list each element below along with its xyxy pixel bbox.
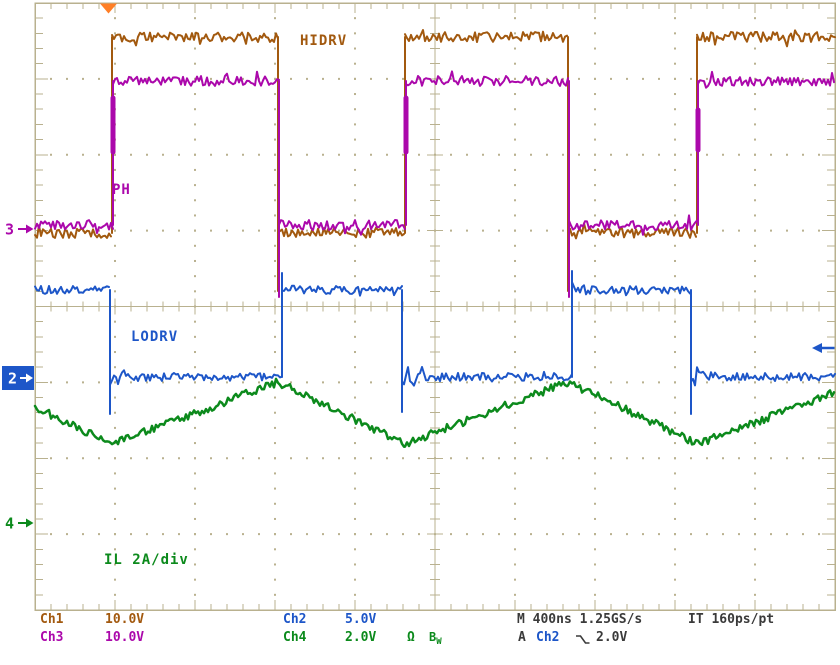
ch4-coupling-ohm-icon: Ω <box>407 630 415 645</box>
channel-marker-4: 4 <box>5 515 34 533</box>
svg-text:3: 3 <box>5 221 14 239</box>
channel-marker-2: 2 <box>2 366 34 390</box>
trigger-mode: A <box>518 630 526 645</box>
bw-b: B <box>429 630 437 644</box>
channel-marker-3: 3 <box>5 221 34 239</box>
trace-label-lodrv: LODRV <box>131 329 179 345</box>
ch2-scale: 5.0V <box>345 612 377 627</box>
falling-edge-slope-icon <box>576 635 590 644</box>
trigger-source: Ch2 <box>536 630 560 645</box>
ch4-label: Ch4 <box>283 630 307 645</box>
ch4-scale: 2.0V <box>345 630 377 645</box>
ch3-scale: 10.0V <box>105 630 145 645</box>
svg-text:2: 2 <box>8 370 17 388</box>
bw-w: W <box>436 637 442 647</box>
trigger-level: 2.0V <box>596 630 628 645</box>
ch1-scale: 10.0V <box>105 612 145 627</box>
ch3-label: Ch3 <box>40 630 64 645</box>
trace-label-il: IL 2A/div <box>104 552 189 568</box>
ch4-bandwidth-limit-icon: BW <box>429 630 442 650</box>
trace-label-ph: PH <box>112 182 131 198</box>
ch2-label: Ch2 <box>283 612 307 627</box>
trace-label-hidrv: HIDRV <box>300 33 348 49</box>
timebase-readout: M 400ns 1.25GS/s <box>517 612 643 627</box>
sampling-readout: IT 160ps/pt <box>688 612 775 627</box>
svg-text:4: 4 <box>5 515 14 533</box>
ch1-label: Ch1 <box>40 612 64 627</box>
